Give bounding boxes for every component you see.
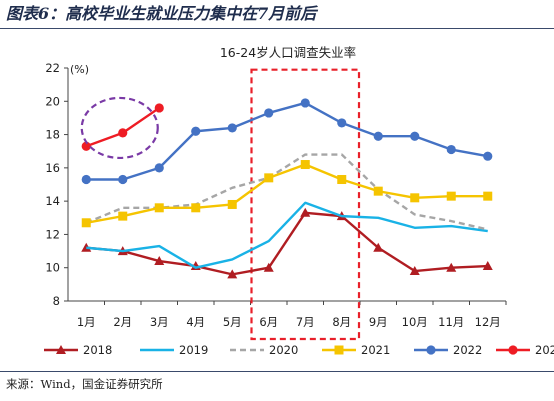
data-point bbox=[483, 151, 493, 161]
highlight-ellipse bbox=[80, 96, 159, 160]
source-note: 来源：Wind，国金证券研究所 bbox=[6, 377, 163, 391]
legend-item-2022: 2022 bbox=[414, 343, 482, 357]
legend-marker bbox=[508, 345, 518, 355]
data-point bbox=[118, 211, 128, 221]
axes: 8 10 12 14 16 18 20 22 1月 2月 3月 4月 5月 6月 7月 8月 9月 10月 11月 1… bbox=[45, 61, 507, 329]
highlight-box-jun-aug bbox=[250, 68, 361, 341]
x-tick-label: 9月 bbox=[369, 315, 388, 329]
highlight-rect bbox=[250, 68, 361, 341]
data-point bbox=[227, 269, 238, 279]
legend-marker bbox=[334, 345, 344, 355]
legend-marker bbox=[56, 345, 66, 354]
data-point bbox=[300, 160, 310, 170]
data-point bbox=[483, 191, 493, 201]
data-point bbox=[300, 207, 311, 217]
series-2021 bbox=[81, 160, 493, 228]
x-tick-label: 5月 bbox=[223, 315, 242, 329]
series-line-2020 bbox=[85, 153, 489, 231]
data-point bbox=[81, 218, 91, 228]
data-point bbox=[154, 163, 164, 173]
legend-item-2023: 2023 bbox=[496, 343, 554, 357]
series-2022 bbox=[81, 98, 493, 185]
x-tick-label: 2月 bbox=[113, 315, 132, 329]
legend-label: 2021 bbox=[361, 343, 390, 357]
series-2023 bbox=[81, 103, 164, 151]
series-line-2022 bbox=[86, 101, 488, 181]
data-point bbox=[227, 199, 237, 209]
data-point bbox=[410, 131, 420, 141]
y-tick-label: 22 bbox=[45, 61, 60, 75]
x-tick-label: 4月 bbox=[186, 315, 205, 329]
data-point bbox=[446, 144, 456, 155]
data-point bbox=[337, 118, 347, 128]
x-tick-label: 8月 bbox=[332, 315, 351, 329]
legend-item-2019: 2019 bbox=[140, 343, 208, 357]
x-tick-label: 12月 bbox=[475, 315, 501, 329]
data-point bbox=[264, 108, 274, 118]
y-tick-label: 18 bbox=[45, 128, 60, 142]
data-point bbox=[300, 98, 310, 108]
data-point bbox=[227, 123, 237, 133]
legend-marker bbox=[426, 345, 436, 355]
chart-title: 16-24岁人口调查失业率 bbox=[220, 45, 356, 60]
y-tick-label: 10 bbox=[45, 261, 60, 275]
legend-label: 2019 bbox=[179, 343, 208, 357]
legend-label: 2018 bbox=[83, 343, 112, 357]
x-tick-label: 10月 bbox=[402, 315, 428, 329]
legend-item-2021: 2021 bbox=[322, 343, 390, 357]
y-tick-label: 12 bbox=[45, 227, 60, 241]
x-tick-label: 7月 bbox=[296, 315, 315, 329]
data-point bbox=[373, 242, 384, 252]
data-point bbox=[482, 261, 493, 271]
data-point bbox=[154, 103, 164, 113]
y-tick-label: 16 bbox=[45, 161, 60, 175]
legend-item-2020: 2020 bbox=[230, 343, 298, 357]
data-point bbox=[446, 262, 457, 272]
data-point bbox=[81, 141, 91, 151]
y-tick-label: 8 bbox=[53, 294, 60, 308]
x-tick-label: 3月 bbox=[150, 315, 169, 329]
data-point bbox=[373, 131, 383, 141]
data-point bbox=[81, 242, 92, 252]
legend: 2018 2019 2020 2021 2022 2023 bbox=[44, 343, 554, 357]
series-line-2019 bbox=[86, 201, 488, 269]
data-point bbox=[337, 175, 347, 185]
legend-label: 2020 bbox=[269, 343, 298, 357]
data-point bbox=[410, 193, 420, 203]
data-point bbox=[373, 186, 383, 196]
y-tick-label: 20 bbox=[45, 94, 60, 108]
data-point bbox=[191, 126, 201, 136]
data-point bbox=[118, 174, 128, 185]
legend-item-2018: 2018 bbox=[44, 343, 112, 357]
legend-label: 2023 bbox=[535, 343, 554, 357]
y-tick-label: 14 bbox=[45, 194, 60, 208]
series-line-2021 bbox=[86, 163, 488, 224]
data-point bbox=[264, 173, 274, 183]
data-point bbox=[446, 191, 456, 201]
data-point bbox=[409, 266, 420, 276]
series-2020 bbox=[85, 153, 489, 231]
source-divider bbox=[0, 371, 554, 372]
y-unit-label: (%) bbox=[70, 63, 89, 76]
series-2018 bbox=[81, 207, 493, 279]
data-point bbox=[118, 128, 128, 138]
data-point bbox=[263, 262, 274, 272]
x-tick-label: 1月 bbox=[77, 315, 96, 329]
series-line-2023 bbox=[85, 106, 160, 148]
x-tick-label: 6月 bbox=[259, 315, 278, 329]
title-divider bbox=[0, 28, 554, 29]
series-layer bbox=[81, 98, 493, 279]
data-point bbox=[81, 174, 91, 185]
series-2019 bbox=[86, 201, 488, 269]
data-point bbox=[191, 203, 201, 213]
figure-title: 图表6：高校毕业生就业压力集中在7月前后 bbox=[6, 4, 317, 23]
series-line-2018 bbox=[86, 211, 488, 276]
legend-label: 2022 bbox=[453, 343, 482, 357]
data-point bbox=[154, 203, 164, 213]
highlight-circle-2023 bbox=[80, 96, 159, 160]
data-point bbox=[154, 256, 165, 266]
x-tick-label: 11月 bbox=[438, 315, 464, 329]
